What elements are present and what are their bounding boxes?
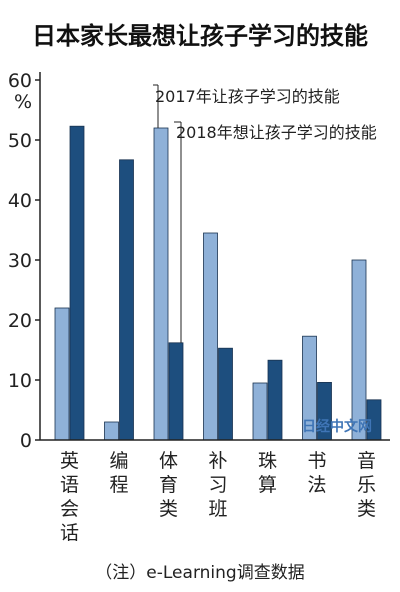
y-tick-label: 0 [20,430,32,452]
legend-label-2018: 2018年想让孩子学习的技能 [176,123,377,142]
chart-title: 日本家长最想让孩子学习的技能 [32,22,368,50]
bar-2017-4 [203,232,218,441]
bar-2018-3 [168,342,184,441]
y-tick-label: 60 [8,70,32,92]
bar-2018-1 [69,125,85,441]
category-label: 编程 [109,450,128,496]
legend-leaders [153,84,182,343]
y-axis-ticks: 0 10 20 30 40 50 60 [8,70,40,452]
watermark: 日经中文网 [302,418,372,435]
bar-2017-1 [54,307,70,441]
bar-2018-5 [267,359,283,441]
y-tick-label: 30 [8,250,32,272]
category-label: 英语会话 [60,450,79,544]
category-label: 补习班 [208,450,227,520]
category-label: 音乐类 [357,450,376,520]
bars [54,125,382,441]
y-tick-label: 50 [8,130,32,152]
y-tick-label: 40 [8,190,32,212]
y-unit-label: % [14,91,32,113]
category-label: 珠算 [258,450,277,496]
bar-2018-2 [119,159,134,441]
bar-2017-2 [104,421,119,441]
bar-2017-5 [252,382,268,441]
bar-2017-3 [153,127,169,441]
bar-2017-7 [351,259,367,441]
bar-2018-4 [218,347,233,441]
y-tick-label: 20 [8,310,32,332]
source-note: （注）e-Learning调查数据 [95,563,304,583]
category-label: 书法 [307,450,326,496]
legend-label-2017: 2017年让孩子学习的技能 [155,87,340,106]
category-label: 体育类 [159,450,178,520]
y-tick-label: 10 [8,370,32,392]
